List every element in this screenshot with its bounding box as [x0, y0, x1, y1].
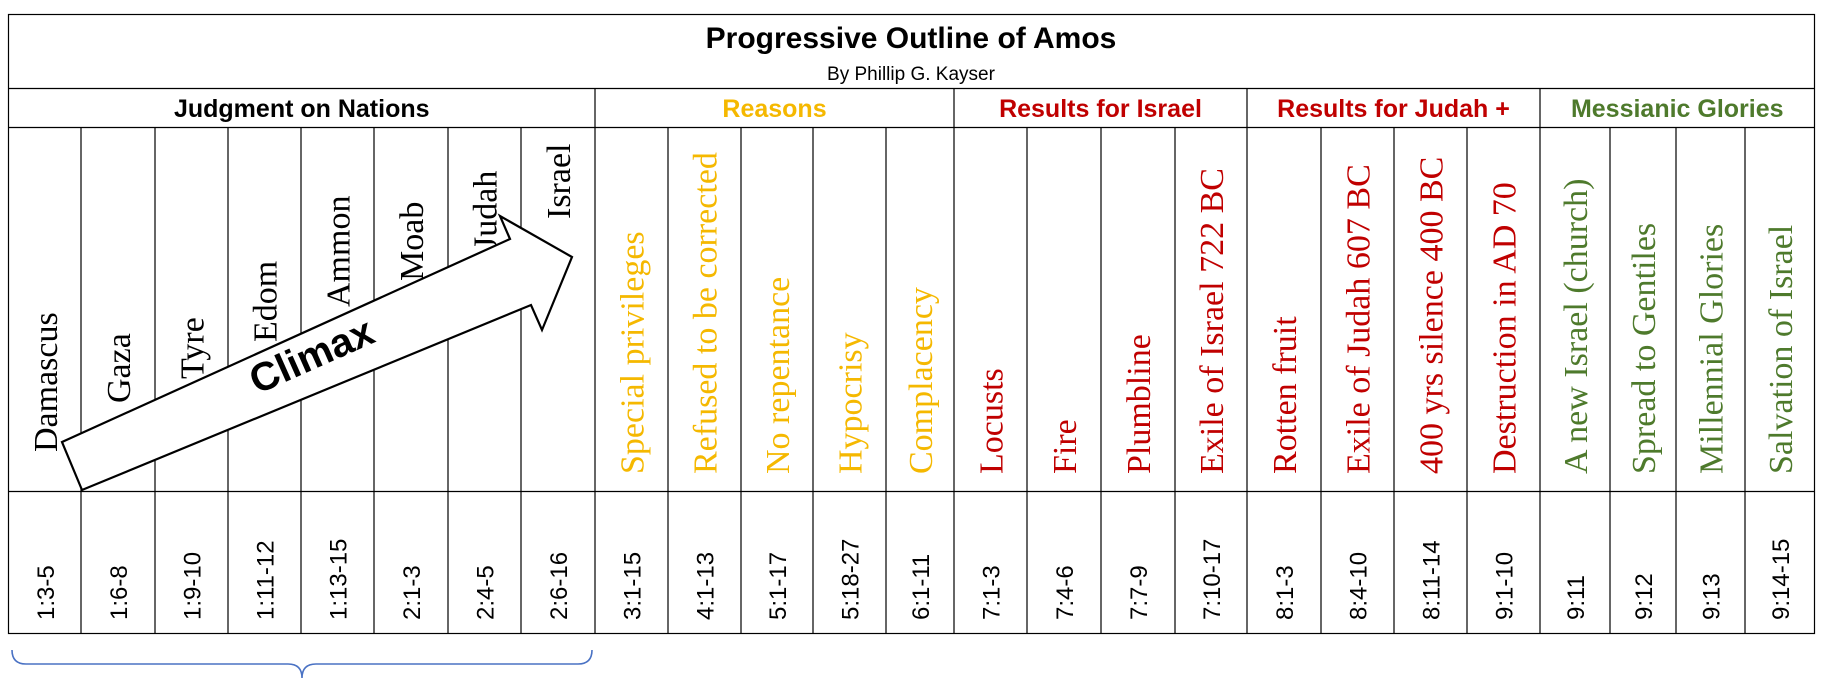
- group-headers: Judgment on Nations Reasons Results for Is…: [174, 95, 1784, 123]
- topic-4: Ammon: [321, 196, 358, 307]
- topic-8: Special privileges: [615, 231, 652, 474]
- page-title: Progressive Outline of Amos: [706, 22, 1117, 55]
- reference-14: 7:4-6: [1052, 565, 1079, 620]
- topic-1: Gaza: [101, 333, 138, 403]
- reference-19: 8:11-14: [1419, 540, 1446, 620]
- topic-21: A new Israel (church): [1558, 179, 1595, 474]
- topic-24: Salvation of Israel: [1763, 225, 1800, 474]
- topic-16: Exile of Israel 722 BC: [1194, 168, 1231, 474]
- group-header: Results for Judah +: [1277, 95, 1510, 123]
- topic-10: No repentance: [760, 277, 797, 474]
- topic-17: Rotten fruit: [1267, 316, 1304, 474]
- judgment-bracket: [11, 649, 593, 679]
- reference-18: 8:4-10: [1346, 552, 1373, 620]
- group-header: Results for Israel: [999, 95, 1202, 123]
- reference-10: 5:1-17: [765, 552, 792, 620]
- reference-13: 7:1-3: [979, 565, 1006, 620]
- reference-17: 8:1-3: [1272, 565, 1299, 620]
- group-header: Judgment on Nations: [174, 95, 430, 123]
- reference-16: 7:10-17: [1199, 539, 1226, 620]
- reference-15: 7:7-9: [1126, 565, 1153, 620]
- reference-6: 2:4-5: [473, 565, 500, 620]
- topic-19: 400 yrs silence 400 BC: [1414, 157, 1451, 474]
- column-grid: [80, 88, 1746, 634]
- reference-4: 1:13-15: [326, 539, 353, 620]
- topic-23: Millennial Glories: [1694, 224, 1731, 474]
- reference-22: 9:12: [1631, 573, 1658, 620]
- reference-0: 1:3-5: [33, 565, 60, 620]
- reference-5: 2:1-3: [399, 565, 426, 620]
- reference-9: 4:1-13: [693, 552, 720, 620]
- reference-20: 9:1-10: [1492, 552, 1519, 620]
- reference-21: 9:11: [1563, 575, 1590, 620]
- reference-24: 9:14-15: [1768, 539, 1795, 620]
- topic-0: Damascus: [28, 312, 65, 452]
- reference-1: 1:6-8: [106, 565, 133, 620]
- reference-2: 1:9-10: [180, 552, 207, 620]
- reference-8: 3:1-15: [620, 552, 647, 620]
- topic-6: Judah: [468, 171, 505, 250]
- reference-23: 9:13: [1699, 573, 1726, 620]
- topic-5: Moab: [394, 202, 431, 281]
- topic-18: Exile of Judah 607 BC: [1341, 164, 1378, 474]
- outer-border: [7, 13, 1816, 635]
- climax-arrow: Climax: [60, 213, 574, 492]
- group-header: Messianic Glories: [1571, 95, 1784, 123]
- topic-20: Destruction in AD 70: [1487, 182, 1524, 474]
- reference-3: 1:11-12: [253, 540, 280, 620]
- reference-cells: 1:3-5 1:6-8 1:9-10 1:11-12 1:13-15 2:1-3 2:4-5…: [33, 539, 1795, 620]
- page-subtitle: By Phillip G. Kayser: [827, 64, 996, 85]
- topic-2: Tyre: [175, 317, 212, 379]
- topic-22: Spread to Gentiles: [1626, 223, 1663, 474]
- topic-3: Edom: [248, 261, 285, 342]
- topic-12: Complacency: [903, 287, 940, 474]
- topic-11: Hypocrisy: [833, 332, 870, 474]
- topic-14: Fire: [1047, 419, 1084, 474]
- reference-11: 5:18-27: [838, 539, 865, 620]
- reference-12: 6:1-11: [908, 554, 935, 620]
- reference-7: 2:6-16: [546, 552, 573, 620]
- topic-15: Plumbline: [1121, 334, 1158, 474]
- topic-9: Refused to be corrected: [688, 152, 725, 474]
- topic-cells: Damascus Gaza Tyre Edom Ammon Moab Judah Israel…: [28, 143, 1800, 474]
- group-header: Reasons: [722, 95, 826, 123]
- topic-13: Locusts: [974, 368, 1011, 474]
- topic-7: Israel: [541, 143, 578, 219]
- climax-arrow-shape: [60, 213, 574, 492]
